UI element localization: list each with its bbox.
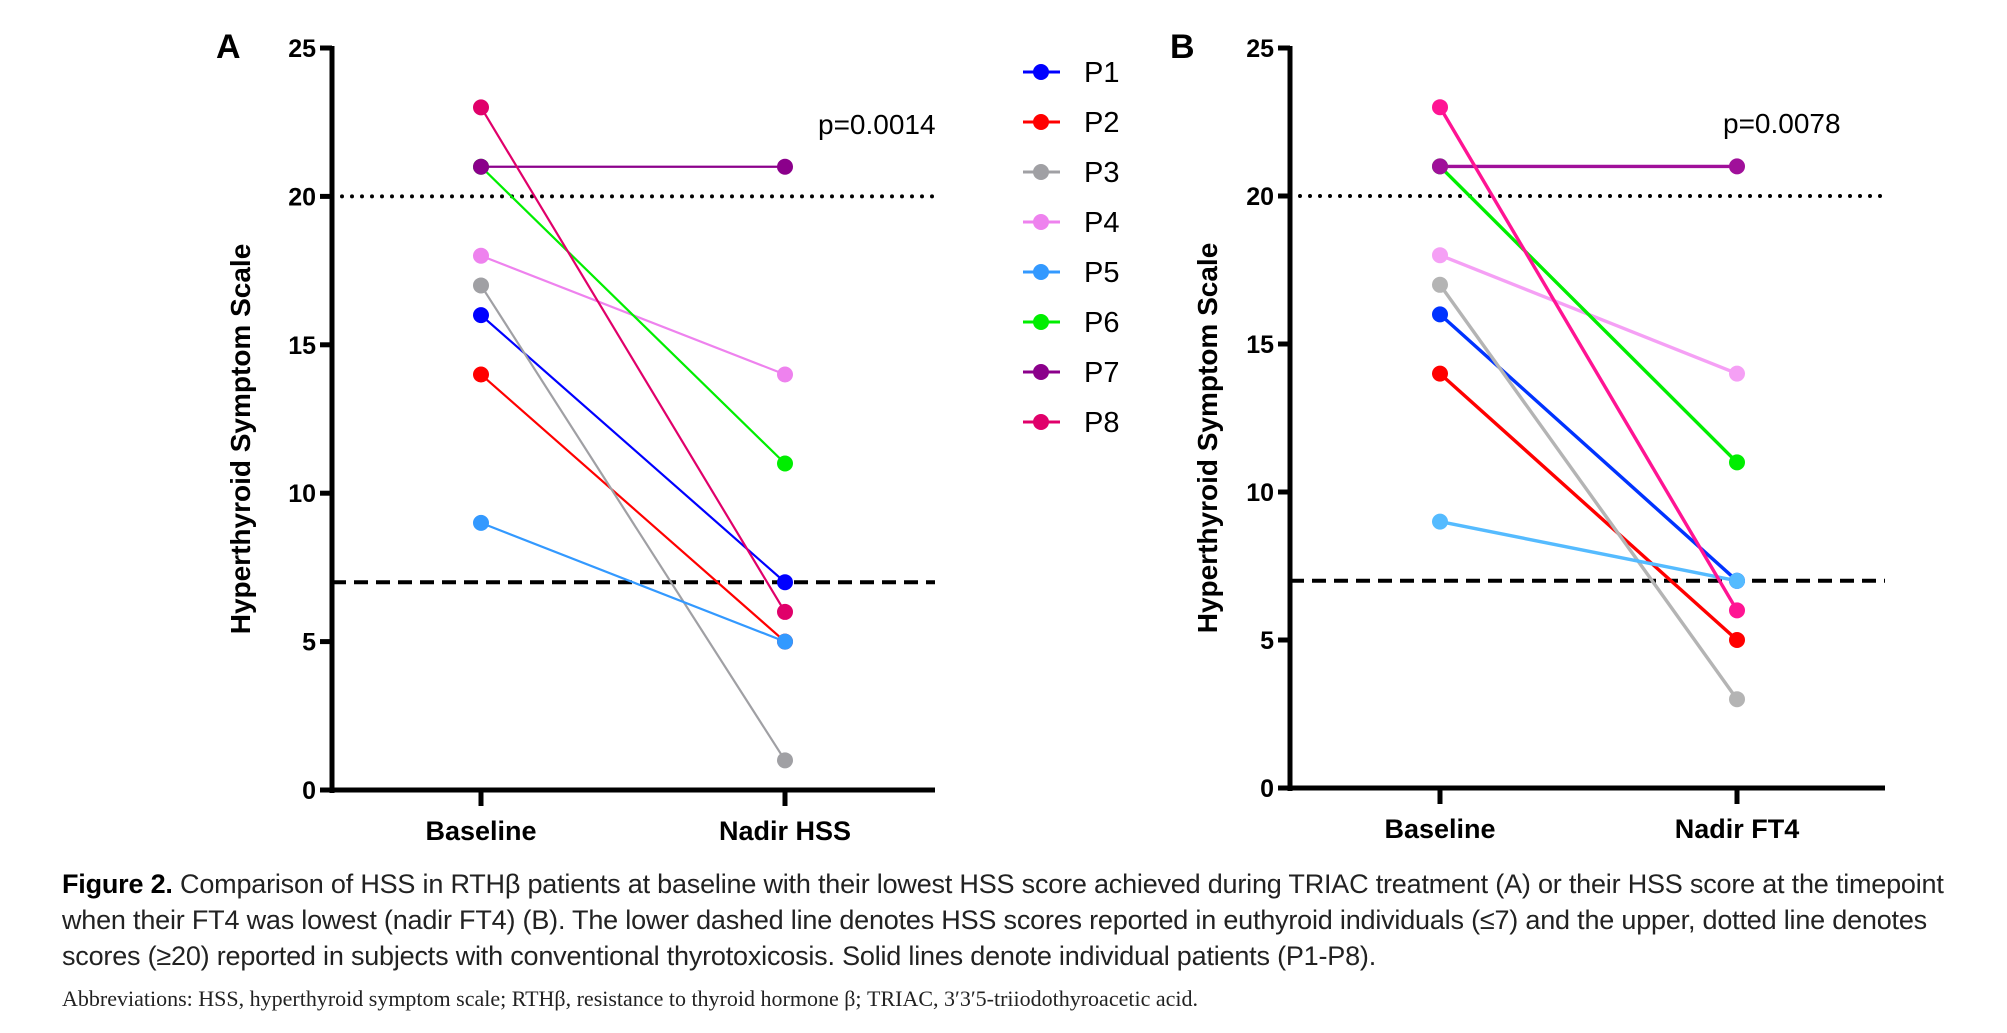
panel-a-y-axis-title: Hyperthyroid Symptom Scale bbox=[225, 244, 256, 635]
panel-b-x-category-label: Baseline bbox=[1384, 814, 1495, 844]
panel-a-x-category-label: Nadir HSS bbox=[719, 816, 851, 846]
panel-b-series-line-p3 bbox=[1438, 283, 1739, 701]
panel-a-y-tick-label: 10 bbox=[288, 480, 316, 508]
legend-marker-p2 bbox=[1033, 114, 1049, 130]
panel-a-y-tick-label: 15 bbox=[288, 332, 316, 360]
panel-a-letter: A bbox=[216, 28, 241, 66]
panel-a-series-line-p1 bbox=[480, 314, 786, 584]
panel-b-data-point-p4 bbox=[1729, 365, 1745, 382]
legend-label-p6: P6 bbox=[1084, 307, 1119, 339]
legend-label-p7: P7 bbox=[1084, 357, 1119, 389]
legend-marker-p4 bbox=[1033, 214, 1049, 230]
panel-b-y-tick-label: 10 bbox=[1246, 479, 1274, 507]
legend-label-p2: P2 bbox=[1084, 107, 1119, 139]
panel-a-data-point-p3 bbox=[473, 277, 489, 294]
figure-number: Figure 2. bbox=[62, 869, 173, 899]
panel-b-series-line-p1 bbox=[1438, 313, 1739, 583]
panel-b-y-tick-label: 25 bbox=[1246, 35, 1274, 63]
panel-a-data-point-p7 bbox=[777, 158, 793, 175]
legend-marker-p8 bbox=[1033, 414, 1049, 430]
legend-marker-p3 bbox=[1033, 164, 1049, 180]
panel-b-series-line-p8 bbox=[1438, 106, 1739, 612]
panel-b-series-line-p5 bbox=[1439, 519, 1738, 583]
panel-a-data-point-p2 bbox=[473, 366, 489, 383]
panel-a-data-point-p8 bbox=[473, 99, 489, 116]
panel-b-data-point-p7 bbox=[1729, 158, 1745, 175]
legend-item-p6: P6 bbox=[1023, 307, 1119, 339]
panel-a-data-point-p5 bbox=[473, 514, 489, 531]
panel-a-data-point-p4 bbox=[473, 247, 489, 264]
caption-text: Comparison of HSS in RTHβ patients at ba… bbox=[62, 869, 1944, 971]
panel-a-y-tick-label: 0 bbox=[302, 777, 316, 805]
legend-item-p8: P8 bbox=[1023, 407, 1119, 439]
panel-b-series-line-p6 bbox=[1438, 165, 1739, 464]
panel-b-data-point-p2 bbox=[1432, 365, 1448, 382]
panel-a-series-line-p8 bbox=[480, 106, 786, 613]
legend-marker-p5 bbox=[1033, 264, 1049, 280]
figure-caption: Figure 2. Comparison of HSS in RTHβ pati… bbox=[62, 866, 2002, 974]
legend-marker-p7 bbox=[1033, 364, 1049, 380]
panel-b-data-point-p7 bbox=[1432, 158, 1448, 175]
panel-b-data-point-p1 bbox=[1432, 306, 1448, 323]
panel-b-data-point-p3 bbox=[1432, 276, 1448, 293]
panel-a-y-tick-label: 5 bbox=[302, 629, 316, 657]
panel-a-p-value: p=0.0014 bbox=[818, 109, 936, 140]
panel-a-plot: 0 5 10 15 20 25 Baseline Nadir HSS Hyperthyroid … bbox=[225, 35, 937, 846]
legend-label-p3: P3 bbox=[1084, 157, 1119, 189]
panel-b-data-point-p3 bbox=[1729, 691, 1745, 708]
panel-b-y-axis-title: Hyperthyroid Symptom Scale bbox=[1192, 243, 1223, 634]
panel-b-data-point-p8 bbox=[1432, 99, 1448, 116]
panel-b-data-point-p6 bbox=[1729, 454, 1745, 471]
abbreviations: Abbreviations: HSS, hyperthyroid symptom… bbox=[62, 986, 1198, 1011]
panel-a-series-line-p2 bbox=[480, 373, 786, 643]
legend-item-p4: P4 bbox=[1023, 207, 1119, 239]
panel-a-data-point-p4 bbox=[777, 366, 793, 383]
legend: P1 P2 P3 P4 P5 P6 P7 P8 bbox=[1023, 57, 1119, 439]
panel-a-x-category-label: Baseline bbox=[425, 816, 536, 846]
panel-a-data-point-p8 bbox=[777, 603, 793, 620]
panel-a: A 0 5 10 15 20 25 Baseline Nadir HSS Hyperthyroi… bbox=[216, 28, 937, 846]
panel-a-series-line-p6 bbox=[480, 165, 786, 465]
panel-b-y-tick-label: 5 bbox=[1260, 627, 1274, 655]
panel-b-p-value: p=0.0078 bbox=[1723, 108, 1841, 139]
legend-item-p7: P7 bbox=[1023, 357, 1119, 389]
panel-b-data-point-p4 bbox=[1432, 247, 1448, 264]
panel-a-data-point-p6 bbox=[777, 455, 793, 472]
legend-marker-p1 bbox=[1033, 64, 1049, 80]
panel-b-plot: 0 5 10 15 20 25 Baseline Nadir FT4 Hyperthyroid … bbox=[1192, 35, 1887, 844]
legend-item-p2: P2 bbox=[1023, 107, 1119, 139]
panel-b-x-category-label: Nadir FT4 bbox=[1675, 814, 1800, 844]
panel-a-y-tick-label: 20 bbox=[288, 183, 316, 211]
panel-b-data-point-p8 bbox=[1729, 602, 1745, 619]
legend-label-p5: P5 bbox=[1084, 257, 1119, 289]
panel-a-data-point-p7 bbox=[473, 158, 489, 175]
panel-b-data-point-p2 bbox=[1729, 632, 1745, 648]
panel-a-data-point-p5 bbox=[777, 633, 793, 650]
panel-b: B 0 5 10 15 20 25 Baseline Nadir FT4 Hyperthyroi… bbox=[1170, 28, 1887, 844]
panel-b-y-tick-label: 15 bbox=[1246, 331, 1274, 359]
panel-b-series-line-p2 bbox=[1438, 372, 1739, 642]
legend-item-p5: P5 bbox=[1023, 257, 1119, 289]
legend-item-p1: P1 bbox=[1023, 57, 1119, 89]
panel-b-data-point-p5 bbox=[1432, 513, 1448, 530]
legend-label-p1: P1 bbox=[1084, 57, 1119, 89]
panel-a-y-tick-label: 25 bbox=[288, 35, 316, 63]
panel-b-data-point-p5 bbox=[1729, 572, 1745, 589]
panel-b-letter: B bbox=[1170, 28, 1195, 66]
legend-label-p4: P4 bbox=[1084, 207, 1119, 239]
figure-2: A 0 5 10 15 20 25 Baseline Nadir HSS Hyperthyroi… bbox=[216, 28, 1887, 846]
panel-a-data-point-p1 bbox=[777, 574, 793, 591]
legend-marker-p6 bbox=[1033, 314, 1049, 330]
panel-a-series-line-p5 bbox=[480, 521, 786, 643]
panel-a-data-point-p3 bbox=[777, 752, 793, 769]
panel-a-data-point-p1 bbox=[473, 307, 489, 324]
legend-label-p8: P8 bbox=[1084, 407, 1119, 439]
legend-item-p3: P3 bbox=[1023, 157, 1119, 189]
panel-b-y-tick-label: 20 bbox=[1246, 183, 1274, 211]
panel-b-y-tick-label: 0 bbox=[1260, 775, 1274, 803]
panel-a-series-line-p3 bbox=[480, 284, 786, 761]
